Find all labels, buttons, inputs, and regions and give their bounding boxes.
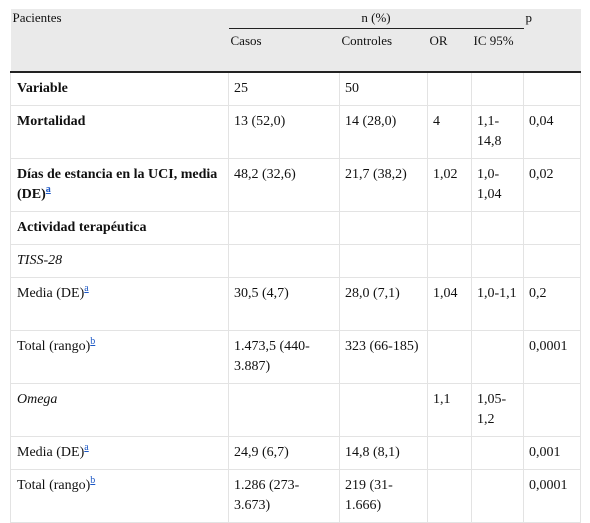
footnote-link[interactable]: a	[84, 283, 89, 295]
table-row: TISS-28	[10, 244, 581, 278]
results-table: Pacientes n (%) p Casos Controles OR IC …	[10, 9, 581, 523]
table-row: Mortalidad 13 (52,0) 14 (28,0) 4 1,1-14,…	[10, 105, 581, 159]
cell-or	[427, 71, 472, 106]
cell-controles: 14,8 (8,1)	[339, 436, 428, 470]
cell-ic: 1,1-14,8	[471, 105, 524, 159]
cell-casos	[228, 383, 340, 437]
cell-p: 0,0001	[523, 330, 581, 384]
cell-p: 0,02	[523, 158, 581, 212]
table-row: Días de estancia en la UCI, media (DE)a …	[10, 158, 581, 212]
cell-casos: 48,2 (32,6)	[228, 158, 340, 212]
cell-p	[523, 383, 581, 437]
cell-or	[427, 469, 472, 523]
row-label: Media (DE)	[17, 286, 85, 301]
cell-or: 1,02	[427, 158, 472, 212]
row-label-cell: Total (rango)b	[10, 469, 229, 523]
header-or: OR	[427, 28, 472, 72]
cell-p	[523, 71, 581, 106]
cell-controles: 219 (31-1.666)	[339, 469, 428, 523]
cell-controles: 14 (28,0)	[339, 105, 428, 159]
table-row: Total (rango)b 1.473,5 (440-3.887) 323 (…	[10, 330, 581, 384]
footnote-link[interactable]: b	[90, 475, 96, 487]
cell-p: 0,001	[523, 436, 581, 470]
header-p: p	[523, 9, 581, 29]
table-row: Variable 25 50	[10, 71, 581, 106]
cell-ic: 1,05-1,2	[471, 383, 524, 437]
section-label: Actividad terapéutica	[10, 211, 229, 245]
footnote-link[interactable]: a	[84, 442, 89, 454]
cell-controles: 21,7 (38,2)	[339, 158, 428, 212]
cell-or: 4	[427, 105, 472, 159]
header-controles: Controles	[339, 28, 428, 72]
cell-ic	[471, 71, 524, 106]
table-header: Pacientes n (%) p Casos Controles OR IC …	[10, 9, 581, 72]
row-label-cell: Media (DE)a	[10, 277, 229, 331]
table-row: Total (rango)b 1.286 (273-3.673) 219 (31…	[10, 469, 581, 523]
table-row: Media (DE)a 24,9 (6,7) 14,8 (8,1) 0,001	[10, 436, 581, 470]
cell-casos: 25	[228, 71, 340, 106]
table-row: Actividad terapéutica	[10, 211, 581, 245]
header-empty	[10, 28, 229, 72]
cell-casos: 13 (52,0)	[228, 105, 340, 159]
cell-ic	[471, 436, 524, 470]
table-row: Omega 1,1 1,05-1,2	[10, 383, 581, 437]
cell-ic	[471, 330, 524, 384]
row-label-cell: Media (DE)a	[10, 436, 229, 470]
footnote-link[interactable]: b	[90, 336, 96, 348]
header-ic: IC 95%	[471, 28, 524, 72]
cell-p: 0,0001	[523, 469, 581, 523]
cell-casos: 1.473,5 (440-3.887)	[228, 330, 340, 384]
table-body: Variable 25 50 Mortalidad 13 (52,0) 14 (…	[10, 71, 581, 523]
row-label: Total (rango)	[17, 478, 91, 493]
table-row: Media (DE)a 30,5 (4,7) 28,0 (7,1) 1,04 1…	[10, 277, 581, 331]
cell-controles	[339, 383, 428, 437]
cell-casos: 24,9 (6,7)	[228, 436, 340, 470]
cell-or: 1,1	[427, 383, 472, 437]
cell-or: 1,04	[427, 277, 472, 331]
row-label: Mortalidad	[10, 105, 229, 159]
cell-ic: 1,0-1,04	[471, 158, 524, 212]
subsection-label: TISS-28	[10, 244, 229, 278]
cell-p: 0,04	[523, 105, 581, 159]
cell-ic	[471, 469, 524, 523]
row-label-cell: Días de estancia en la UCI, media (DE)a	[10, 158, 229, 212]
cell-casos: 30,5 (4,7)	[228, 277, 340, 331]
cell-p: 0,2	[523, 277, 581, 331]
cell-controles: 28,0 (7,1)	[339, 277, 428, 331]
header-pacientes: Pacientes	[10, 9, 229, 29]
row-label: Total (rango)	[17, 339, 91, 354]
cell-or	[427, 330, 472, 384]
header-casos: Casos	[228, 28, 340, 72]
subsection-label: Omega	[10, 383, 229, 437]
cell-casos: 1.286 (273-3.673)	[228, 469, 340, 523]
footnote-link[interactable]: a	[45, 184, 51, 196]
row-label: Media (DE)	[17, 445, 85, 460]
row-label: Días de estancia en la UCI, media (DE)	[17, 167, 218, 202]
row-label-cell: Total (rango)b	[10, 330, 229, 384]
header-empty-p	[523, 28, 581, 72]
cell-controles: 323 (66-185)	[339, 330, 428, 384]
row-label: Variable	[10, 71, 229, 106]
cell-or	[427, 436, 472, 470]
cell-controles: 50	[339, 71, 428, 106]
cell-ic: 1,0-1,1	[471, 277, 524, 331]
header-n-pct: n (%)	[228, 9, 524, 29]
